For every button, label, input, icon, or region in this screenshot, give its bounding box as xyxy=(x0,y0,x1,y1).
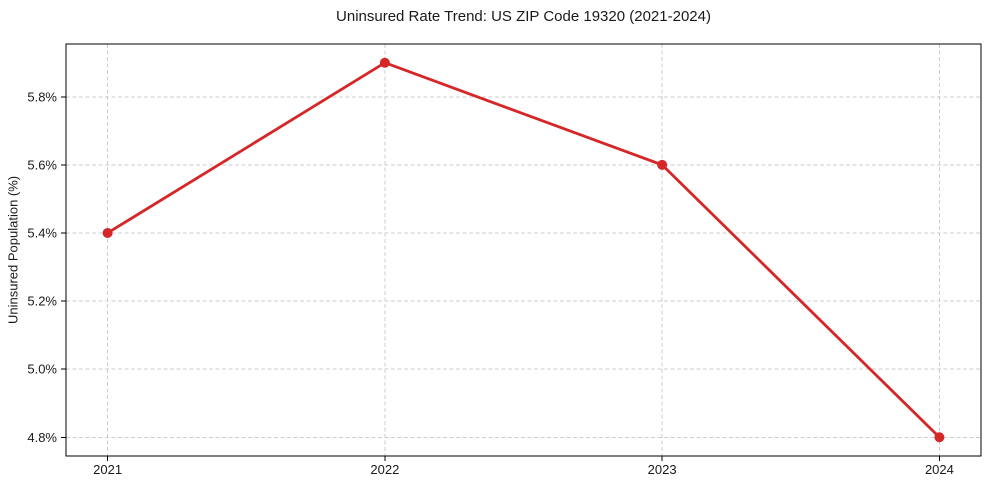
trend-line xyxy=(106,61,941,439)
data-point-marker xyxy=(934,432,945,443)
x-tick-label: 2021 xyxy=(93,462,122,477)
y-tick-label: 5.2% xyxy=(27,294,57,309)
data-point-marker xyxy=(102,227,113,238)
y-tick-label: 5.8% xyxy=(27,89,57,104)
x-tick-label: 2023 xyxy=(648,462,677,477)
y-tick-label: 5.0% xyxy=(27,362,57,377)
chart-title: Uninsured Rate Trend: US ZIP Code 19320 … xyxy=(336,8,711,25)
x-tick-label: 2022 xyxy=(370,462,399,477)
plot-border xyxy=(65,43,982,457)
x-tick-label: 2024 xyxy=(925,462,954,477)
y-tick-label: 5.4% xyxy=(27,225,57,240)
y-tick-label: 4.8% xyxy=(27,430,57,445)
data-point-marker xyxy=(657,159,668,170)
data-point-marker xyxy=(379,57,390,68)
y-tick-label: 5.6% xyxy=(27,157,57,172)
